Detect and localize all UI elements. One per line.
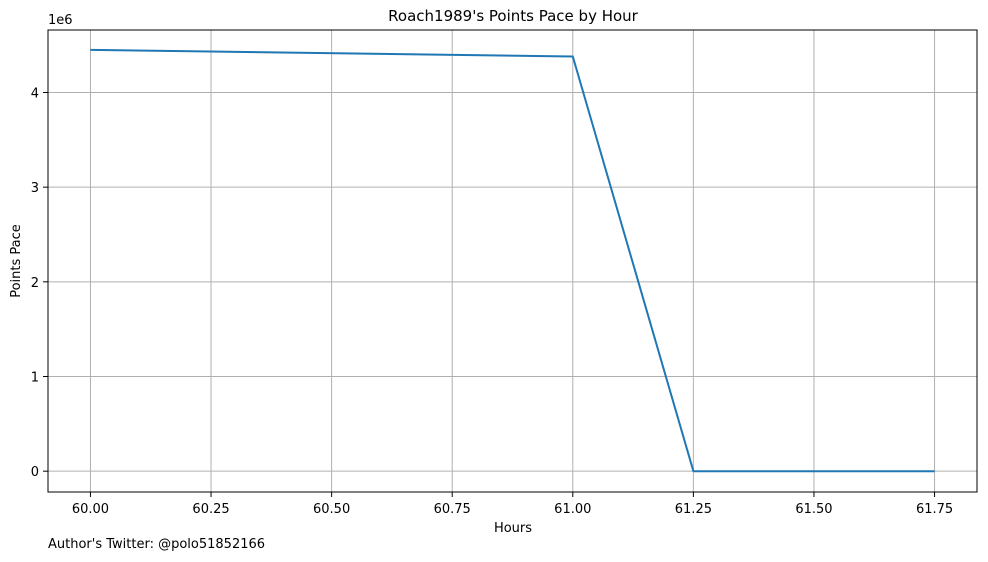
y-tick-label: 3 [31,181,39,196]
y-ticks: 0 1 2 3 4 [31,86,48,480]
x-tick-label: 61.50 [795,502,832,517]
x-tick-label: 60.25 [192,502,229,517]
chart-title: Roach1989's Points Pace by Hour [388,7,639,25]
series-line [90,48,935,473]
x-tick-label: 60.75 [434,502,471,517]
x-tick-label: 61.00 [554,502,591,517]
x-tick-label: 60.50 [313,502,350,517]
grid [48,30,977,492]
x-ticks: 60.00 60.25 60.50 60.75 61.00 61.25 61.50 61.75 [72,492,953,517]
series-lines [90,48,935,473]
x-tick-label: 61.25 [675,502,712,517]
author-twitter-note: Author's Twitter: @polo51852166 [48,537,266,552]
y-tick-label: 0 [31,465,39,480]
y-tick-label: 2 [31,276,39,291]
y-tick-label: 1 [31,371,39,386]
y-offset-label: 1e6 [48,13,73,28]
x-axis-label: Hours [494,521,532,536]
plot-frame [47,29,978,493]
y-axis-label: Points Pace [9,224,24,298]
x-tick-label: 61.75 [916,502,953,517]
x-tick-label: 60.00 [72,502,109,517]
y-tick-label: 4 [31,86,39,101]
